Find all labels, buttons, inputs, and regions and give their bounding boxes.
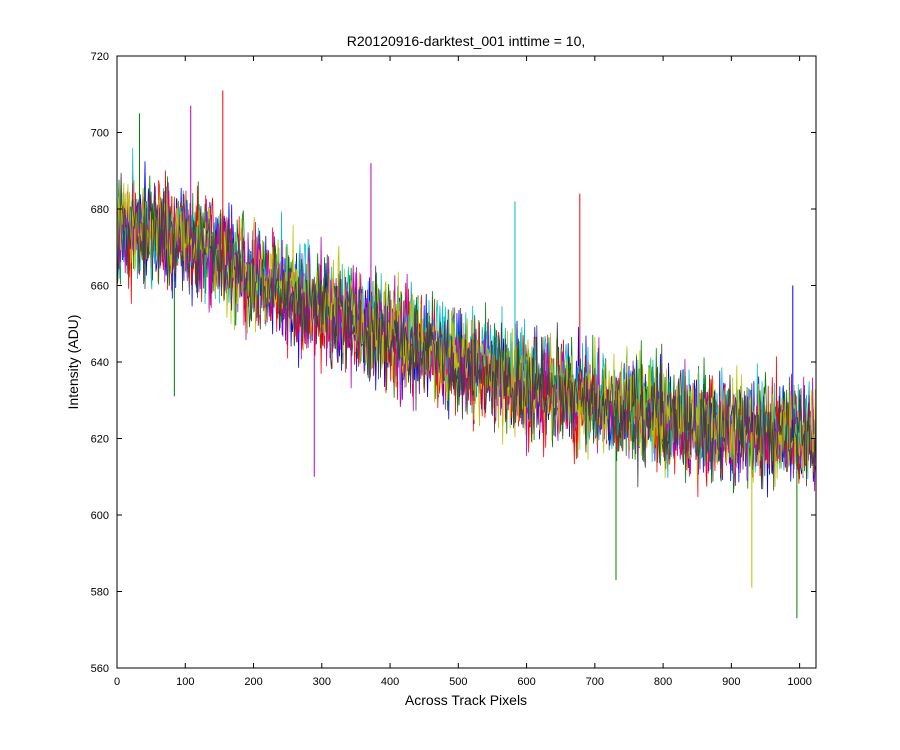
- x-tick-label: 300: [313, 676, 331, 688]
- x-tick-label: 100: [176, 676, 194, 688]
- x-tick-label: 600: [517, 676, 535, 688]
- x-tick-label: 800: [654, 676, 672, 688]
- y-tick-label: 640: [91, 357, 109, 369]
- y-tick-label: 680: [91, 204, 109, 216]
- x-tick-label: 400: [381, 676, 399, 688]
- x-axis: 0 100 200 300 400 500 600 700 800 900 1000: [114, 56, 812, 688]
- series-line-7: [116, 172, 816, 491]
- series-layer: [116, 90, 816, 619]
- x-axis-label: Across Track Pixels: [405, 692, 527, 708]
- x-tick-label: 700: [586, 676, 604, 688]
- chart-title: R20120916-darktest_001 inttime = 10,: [347, 33, 586, 49]
- x-tick-label: 900: [722, 676, 740, 688]
- y-tick-label: 700: [91, 128, 109, 140]
- x-tick-label: 200: [244, 676, 262, 688]
- y-tick-label: 720: [91, 51, 109, 63]
- y-tick-label: 600: [91, 510, 109, 522]
- y-tick-label: 660: [91, 281, 109, 293]
- x-tick-label: 1000: [787, 676, 811, 688]
- x-tick-label: 0: [114, 676, 120, 688]
- y-axis-label: Intensity (ADU): [65, 315, 81, 410]
- y-tick-label: 620: [91, 434, 109, 446]
- series-line-6: [116, 179, 816, 488]
- y-axis: 560 580 600 620 640 660 680 700 720: [91, 51, 816, 675]
- y-tick-label: 580: [91, 587, 109, 599]
- x-tick-label: 500: [449, 676, 467, 688]
- y-tick-label: 560: [91, 663, 109, 675]
